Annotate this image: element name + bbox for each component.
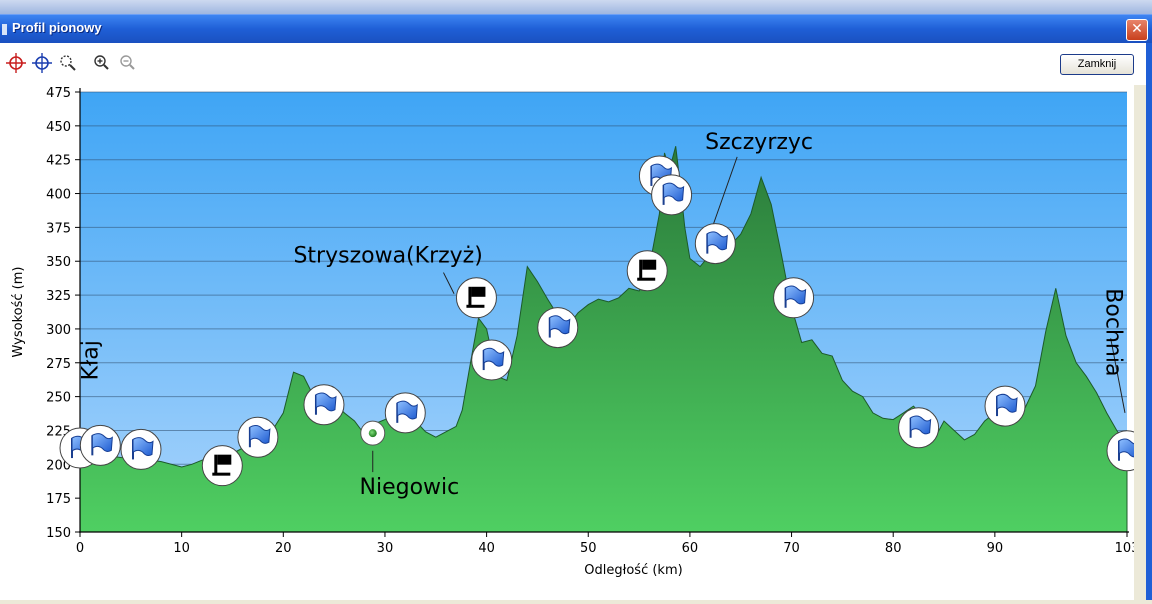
y-tick-label: 325: [46, 289, 71, 304]
place-label: Kłaj: [78, 340, 103, 380]
flag-icon: [785, 285, 807, 305]
marker-circle: [455, 277, 497, 319]
flag-icon: [910, 415, 932, 435]
zoom-out-icon[interactable]: [118, 53, 138, 73]
waypoint-flag-marker: [471, 339, 513, 381]
zoom-area-icon[interactable]: [58, 53, 78, 73]
flag-icon: [996, 393, 1018, 413]
zoom-in-icon[interactable]: [92, 53, 112, 73]
flag-icon: [249, 424, 271, 444]
waypoint-flag-marker: [898, 407, 940, 449]
y-tick-label: 400: [46, 188, 71, 203]
flag-icon: [483, 347, 505, 367]
y-tick-label: 300: [46, 323, 71, 338]
checkpoint-pole: [639, 259, 643, 280]
place-label: Szczyrzyc: [705, 130, 813, 155]
checkpoint-marker: [455, 277, 497, 319]
checkpoint-flag-icon: [217, 454, 232, 465]
title-bar[interactable]: Profil pionowy ✕: [0, 14, 1152, 43]
y-axis-label: Wysokość (m): [11, 267, 26, 358]
checkpoint-pole: [214, 454, 218, 475]
flag-icon: [549, 315, 571, 335]
checkpoint-flag-icon: [471, 286, 486, 297]
checkpoint-base: [637, 277, 656, 281]
waypoint-flag-marker: [120, 428, 162, 470]
checkpoint-marker: [626, 250, 668, 292]
waypoint-flag-marker: [303, 384, 345, 426]
waypoint-flag-marker: [237, 416, 279, 458]
y-tick-label: 425: [46, 154, 71, 169]
window-title: Profil pionowy: [12, 20, 102, 35]
checkpoint-flag-icon: [642, 259, 657, 270]
window-icon: [2, 24, 7, 35]
target-red-icon[interactable]: [6, 53, 26, 73]
y-tick-label: 200: [46, 458, 71, 473]
x-tick-label: 70: [783, 541, 800, 556]
x-tick-label: 50: [580, 541, 597, 556]
flag-icon: [91, 433, 113, 452]
x-tick-label: 80: [885, 541, 902, 556]
x-tick-label: 103: [1115, 541, 1140, 556]
checkpoint-base: [466, 304, 485, 308]
x-axis-label: Odległość (km): [584, 563, 682, 578]
target-blue-icon[interactable]: [32, 53, 52, 73]
flag-icon: [315, 392, 337, 412]
place-label-leader: [443, 272, 455, 294]
waypoint-flag-marker: [79, 424, 121, 466]
x-tick-label: 90: [987, 541, 1004, 556]
waypoint-flag-marker: [773, 277, 815, 319]
y-tick-label: 375: [46, 221, 71, 236]
y-tick-label: 350: [46, 255, 71, 270]
y-tick-label: 450: [46, 120, 71, 135]
flag-icon: [706, 231, 728, 251]
place-label: Stryszowa(Krzyż): [293, 244, 482, 269]
checkpoint-base: [212, 472, 231, 476]
flag-icon: [663, 182, 685, 202]
toolbar: [0, 43, 1146, 85]
checkpoint-marker: [201, 445, 243, 487]
y-tick-label: 475: [46, 86, 71, 101]
window-right-border: [1146, 43, 1152, 600]
place-label-leader: [711, 156, 738, 228]
elevation-chart-area: 150 175 200 225 250 275 300 325 350 375 400 425 450 4…: [0, 85, 1148, 600]
y-tick-label: 175: [46, 492, 71, 507]
waypoint-flag-marker: [694, 223, 736, 265]
window-resize-margin: [1134, 85, 1146, 600]
elevation-profile-chart: 1501752002252502753003253503754004254504…: [11, 86, 1148, 578]
x-tick-label: 10: [173, 541, 190, 556]
zamknij-button[interactable]: Zamknij: [1060, 54, 1134, 75]
x-tick-label: 20: [275, 541, 292, 556]
checkpoint-pole: [468, 286, 472, 307]
close-window-button[interactable]: ✕: [1126, 19, 1148, 41]
waypoint-flag-marker: [537, 307, 579, 349]
x-tick-label: 0: [76, 541, 84, 556]
waypoint-flag-marker: [651, 174, 693, 216]
waypoint-flag-marker: [984, 385, 1026, 427]
x-tick-label: 30: [377, 541, 394, 556]
y-tick-label: 275: [46, 357, 71, 372]
y-tick-label: 250: [46, 391, 71, 406]
waypoint-dot-icon: [368, 429, 377, 438]
y-tick-label: 150: [46, 526, 71, 541]
x-tick-label: 40: [478, 541, 495, 556]
marker-circle: [201, 445, 243, 487]
flag-icon: [132, 437, 154, 457]
waypoint-flag-marker: [384, 392, 426, 434]
place-label: Bochnia: [1101, 288, 1126, 376]
flag-icon: [396, 400, 418, 420]
parent-window-strip: [0, 0, 1152, 14]
place-label-leader: [1110, 338, 1126, 413]
place-label: Niegowic: [360, 475, 460, 500]
marker-circle: [626, 250, 668, 292]
x-tick-label: 60: [682, 541, 699, 556]
